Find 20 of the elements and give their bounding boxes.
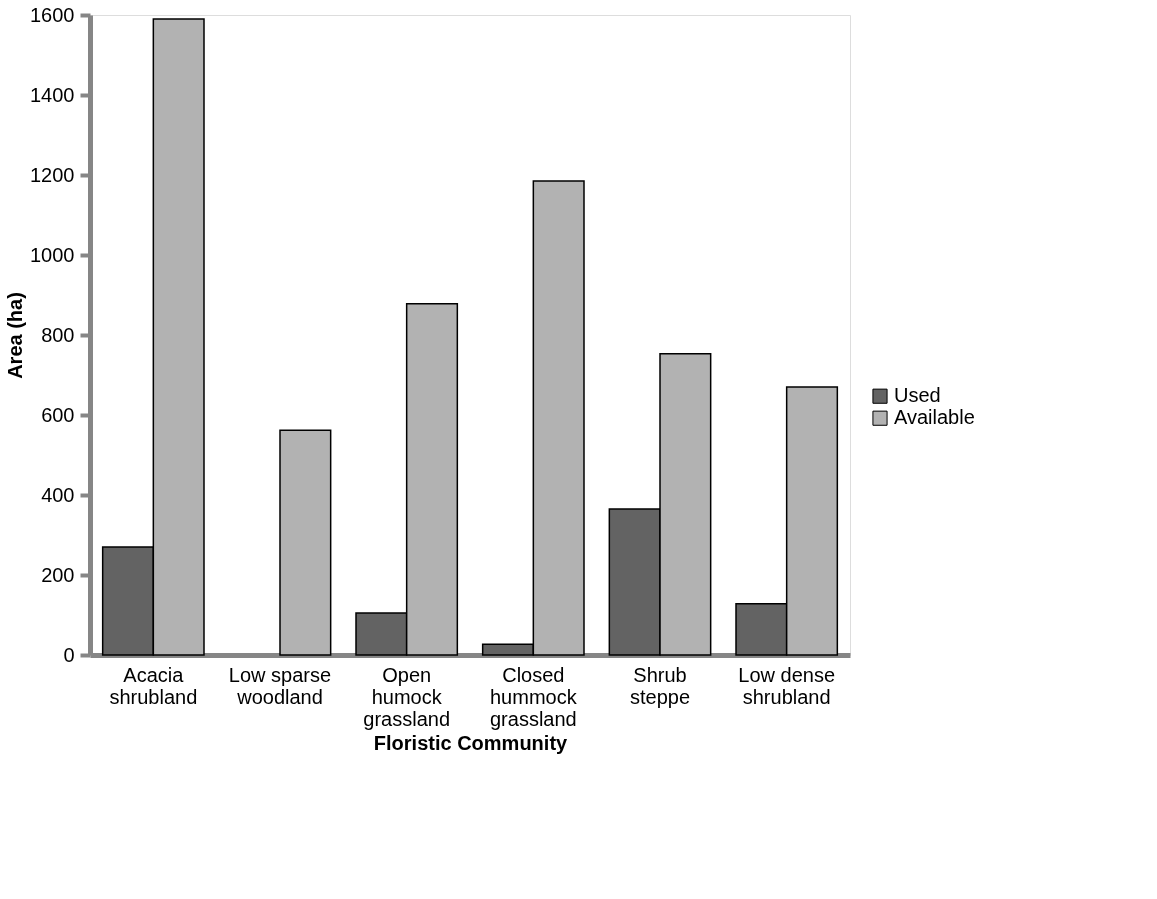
y-tick-label: 0 — [63, 643, 75, 666]
y-axis-title: Area (ha) — [4, 292, 27, 379]
y-tick-label: 1400 — [30, 83, 75, 106]
y-tick-label: 600 — [41, 403, 75, 426]
y-tick-label: 800 — [41, 323, 75, 346]
legend-label: Used — [894, 384, 941, 407]
y-tick-label: 400 — [41, 483, 75, 506]
x-tick-label: Open humock grassland — [363, 663, 451, 730]
x-tick-label: Shrub steppe — [629, 663, 691, 708]
y-tick-label: 1200 — [30, 163, 75, 186]
x-tick-label: Closed hummock grassland — [489, 663, 578, 730]
x-axis-title: Floristic Community — [373, 731, 569, 754]
legend-label: Available — [894, 406, 975, 429]
x-tick-label: Acacia shrubland — [109, 663, 198, 708]
x-tick-label: Low sparse woodland — [228, 663, 332, 708]
y-tick-label: 1000 — [30, 243, 75, 266]
bar — [279, 429, 332, 656]
y-tick-label: 1600 — [30, 3, 75, 26]
x-tick-label: Low dense shrubland — [738, 663, 836, 708]
y-tick-label: 200 — [41, 563, 75, 586]
